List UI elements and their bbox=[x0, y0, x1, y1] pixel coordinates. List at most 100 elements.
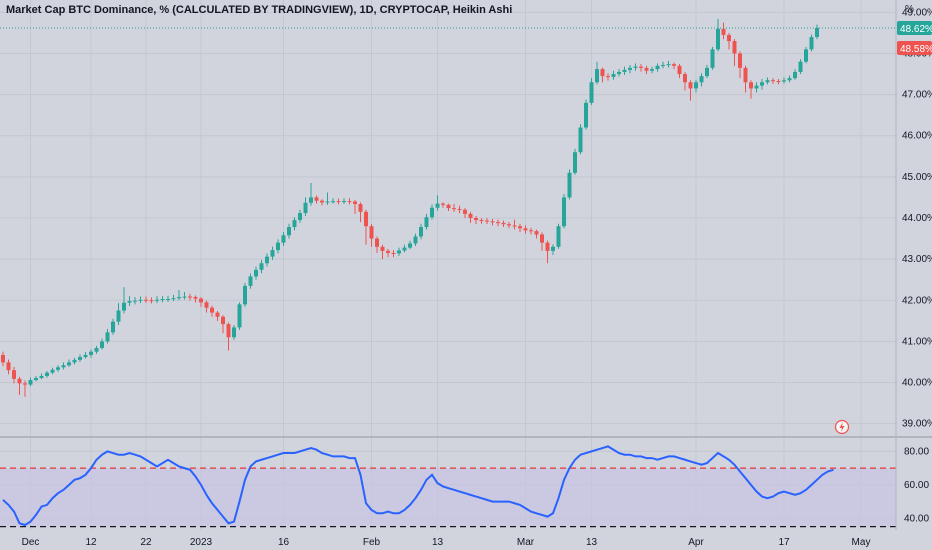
candle-body bbox=[793, 71, 797, 79]
candle-body bbox=[342, 201, 346, 203]
candle-body bbox=[149, 300, 154, 302]
candle-body bbox=[584, 102, 588, 128]
open-price-label: 48.58% bbox=[900, 44, 932, 55]
candle-body bbox=[281, 235, 286, 243]
candle-body bbox=[512, 225, 517, 227]
candle-body bbox=[474, 218, 478, 221]
candle-body bbox=[292, 220, 297, 228]
candle-body bbox=[122, 302, 126, 311]
candle-body bbox=[254, 269, 258, 277]
candle-body bbox=[380, 246, 385, 251]
candle-body bbox=[270, 250, 275, 257]
candle-body bbox=[490, 221, 495, 223]
rsi-tick-label: 40.00 bbox=[904, 513, 929, 524]
candle-body bbox=[177, 296, 181, 299]
rsi-series bbox=[2, 445, 834, 527]
candle-body bbox=[243, 285, 247, 305]
candle-body bbox=[534, 231, 539, 235]
candle-body bbox=[688, 82, 693, 89]
candle-body bbox=[105, 332, 110, 342]
candle-body bbox=[347, 201, 352, 203]
candle-body bbox=[226, 324, 231, 338]
candle-body bbox=[650, 69, 654, 71]
price-tick-label: 42.00% bbox=[902, 295, 932, 306]
candle-body bbox=[545, 242, 550, 251]
candle-body bbox=[809, 37, 814, 50]
lightning-icon[interactable] bbox=[834, 419, 850, 435]
candle-body bbox=[716, 28, 720, 50]
candle-body bbox=[611, 74, 616, 77]
candle-body bbox=[17, 378, 22, 384]
candle-body bbox=[182, 296, 187, 298]
candle-body bbox=[309, 197, 313, 203]
candle-body bbox=[666, 64, 671, 66]
candle-body bbox=[732, 41, 737, 54]
candle-body bbox=[375, 238, 379, 247]
price-unit-symbol: % bbox=[905, 4, 914, 15]
candle-body bbox=[386, 250, 390, 253]
candle-body bbox=[67, 362, 71, 366]
candle-body bbox=[419, 227, 423, 237]
rsi-tick-label: 80.00 bbox=[904, 446, 929, 457]
candle-body bbox=[705, 67, 709, 77]
candle-body bbox=[408, 243, 412, 248]
candle-body bbox=[6, 362, 11, 371]
candle-body bbox=[424, 217, 429, 228]
candle-body bbox=[677, 65, 682, 75]
time-tick-label: 22 bbox=[140, 537, 152, 548]
candle-body bbox=[518, 226, 522, 229]
price-tick-label: 40.00% bbox=[902, 378, 932, 389]
candle-body bbox=[56, 367, 60, 370]
rsi-line bbox=[2, 445, 834, 527]
candle-body bbox=[551, 246, 555, 251]
candle-body bbox=[248, 276, 253, 286]
candle-body bbox=[358, 204, 363, 212]
rsi-axis-ticks[interactable]: 80.00 60.00 40.00 bbox=[904, 446, 929, 524]
time-axis-ticks[interactable]: Dec 12 22 2023 16 Feb 13 Mar 13 Apr 17 May bbox=[22, 537, 871, 548]
candle-body bbox=[529, 230, 533, 232]
candle-body bbox=[589, 82, 594, 103]
time-tick-label: 2023 bbox=[190, 537, 213, 548]
candle-body bbox=[578, 127, 583, 153]
price-tick-label: 49.00% bbox=[902, 7, 932, 18]
candle-body bbox=[765, 80, 770, 83]
candle-body bbox=[683, 74, 687, 83]
candle-body bbox=[298, 213, 302, 221]
price-tick-label: 45.00% bbox=[902, 172, 932, 183]
candle-body bbox=[276, 242, 280, 251]
candle-body bbox=[199, 298, 203, 303]
candle-body bbox=[160, 299, 165, 301]
candle-body bbox=[12, 370, 16, 379]
candle-body bbox=[138, 299, 143, 301]
price-tick-label: 46.00% bbox=[902, 131, 932, 142]
candle-body bbox=[452, 208, 456, 210]
price-tick-label: 43.00% bbox=[902, 254, 932, 265]
candle-body bbox=[496, 222, 500, 224]
candle-body bbox=[567, 172, 572, 198]
candle-body bbox=[287, 227, 291, 236]
candle-body bbox=[446, 204, 451, 209]
candle-body bbox=[111, 321, 115, 333]
candle-body bbox=[540, 234, 544, 243]
candle-body bbox=[771, 80, 775, 82]
candle-body bbox=[45, 372, 49, 376]
candle-body bbox=[320, 200, 324, 203]
candle-body bbox=[116, 310, 121, 322]
candle-body bbox=[787, 78, 792, 81]
candle-body bbox=[749, 82, 753, 89]
candle-body bbox=[457, 208, 462, 210]
time-tick-label: 13 bbox=[586, 537, 598, 548]
candle-body bbox=[265, 256, 269, 264]
candle-body bbox=[815, 27, 819, 38]
candle-body bbox=[133, 300, 137, 302]
candle-body bbox=[188, 296, 192, 298]
candle-body bbox=[303, 202, 308, 214]
candle-body bbox=[694, 82, 698, 89]
candle-body bbox=[782, 80, 786, 82]
candle-body bbox=[699, 76, 704, 83]
candle-body bbox=[479, 220, 484, 222]
candle-body bbox=[743, 67, 748, 83]
candle-body bbox=[760, 82, 764, 86]
candle-body bbox=[617, 71, 621, 75]
